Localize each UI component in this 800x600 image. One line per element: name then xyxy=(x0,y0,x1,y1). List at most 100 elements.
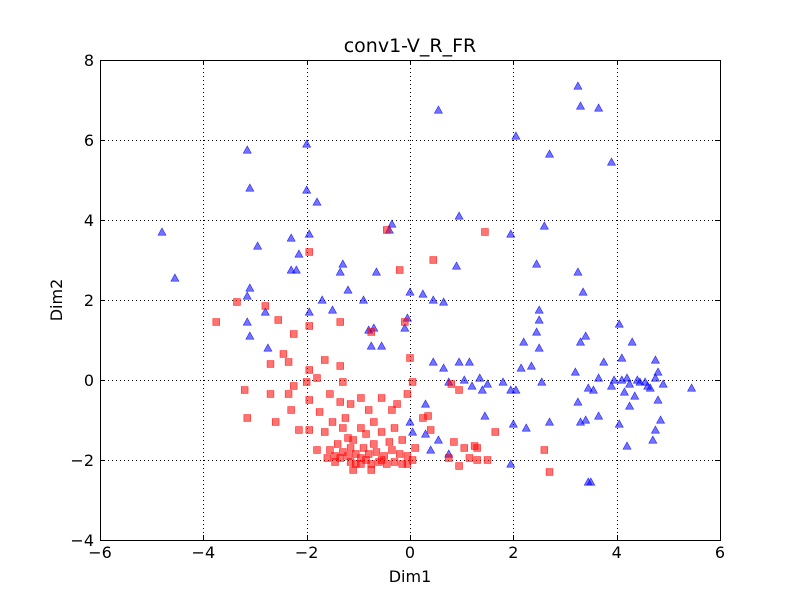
triangle-point xyxy=(575,417,586,426)
triangle-point xyxy=(625,401,635,410)
square-point xyxy=(240,386,249,394)
y-axis-label: Dim2 xyxy=(47,279,66,322)
x-tick-label: −6 xyxy=(88,543,112,562)
triangle-point xyxy=(428,357,438,366)
square-point xyxy=(491,428,499,436)
triangle-point xyxy=(687,383,697,392)
square-point xyxy=(287,406,295,414)
y-tick-label: 8 xyxy=(84,51,94,70)
triangle-point xyxy=(622,373,632,382)
triangle-point xyxy=(648,435,658,444)
square-point xyxy=(357,394,365,402)
square-point xyxy=(540,446,549,454)
square-point xyxy=(352,450,360,458)
triangle-point xyxy=(439,297,449,306)
x-tick-label: 6 xyxy=(715,543,725,562)
square-point xyxy=(326,390,334,398)
triangle-point xyxy=(459,375,469,384)
triangle-point xyxy=(581,331,591,340)
triangle-point xyxy=(377,341,387,350)
triangle-point xyxy=(366,341,376,350)
triangle-point xyxy=(317,295,327,304)
triangle-point xyxy=(653,395,663,404)
square-point xyxy=(403,452,412,460)
triangle-point xyxy=(599,357,609,366)
square-point xyxy=(424,412,432,420)
triangle-point xyxy=(594,373,604,382)
triangle-point xyxy=(594,411,604,420)
x-tick-label: 4 xyxy=(612,543,622,562)
triangle-point xyxy=(506,459,516,468)
triangle-point xyxy=(511,385,521,394)
triangle-point xyxy=(302,185,312,194)
square-point xyxy=(426,426,435,434)
triangle-point xyxy=(581,415,591,424)
square-point xyxy=(271,418,280,426)
square-point xyxy=(341,414,350,422)
triangle-point xyxy=(625,379,635,388)
triangle-point xyxy=(170,273,180,282)
triangle-point xyxy=(656,415,666,424)
triangle-point xyxy=(327,305,338,314)
square-point xyxy=(383,460,391,468)
square-point xyxy=(377,428,386,436)
square-point xyxy=(321,428,329,436)
triangle-point xyxy=(544,149,555,158)
square-point xyxy=(455,386,463,394)
square-point xyxy=(346,400,355,408)
square-point xyxy=(447,380,456,388)
x-tick-label: −4 xyxy=(192,543,216,562)
square-point xyxy=(377,394,386,402)
triangle-point xyxy=(526,361,536,370)
triangle-point xyxy=(609,375,619,384)
square-point xyxy=(339,378,347,386)
square-point xyxy=(473,444,481,452)
square-point xyxy=(408,456,417,464)
square-point xyxy=(349,466,357,474)
square-point xyxy=(315,408,324,416)
square-point xyxy=(364,406,373,414)
square-point xyxy=(284,390,293,398)
square-point xyxy=(336,362,344,370)
triangle-point xyxy=(480,411,490,420)
triangle-point xyxy=(534,305,544,314)
y-tick-label: −4 xyxy=(70,531,94,550)
square-point xyxy=(336,398,344,406)
square-point xyxy=(483,456,492,464)
triangle-point xyxy=(263,343,273,352)
triangle-point xyxy=(614,319,624,328)
triangle-point xyxy=(498,377,508,386)
square-point xyxy=(295,426,303,434)
square-point xyxy=(305,366,313,374)
triangle-point xyxy=(245,283,255,292)
triangle-point xyxy=(433,105,443,114)
square-point xyxy=(331,458,339,466)
triangle-point xyxy=(400,323,410,332)
triangle-point xyxy=(653,367,663,376)
triangle-point xyxy=(630,391,640,400)
triangle-point xyxy=(335,267,345,276)
x-axis-label: Dim1 xyxy=(389,567,432,586)
triangle-point xyxy=(539,221,549,230)
square-point xyxy=(403,390,412,398)
triangle-point xyxy=(583,383,593,392)
square-point xyxy=(233,298,241,306)
triangle-point xyxy=(242,291,252,300)
triangle-point xyxy=(405,287,415,296)
triangle-point xyxy=(511,131,521,140)
triangle-point xyxy=(578,287,588,296)
y-tick-label: −2 xyxy=(70,451,94,470)
triangle-point xyxy=(428,295,438,304)
square-point xyxy=(545,468,554,476)
triangle-point xyxy=(614,419,624,428)
square-point xyxy=(290,330,298,338)
triangle-point xyxy=(371,267,381,276)
triangle-point xyxy=(304,229,314,238)
triangle-point xyxy=(627,337,637,346)
triangle-point xyxy=(433,435,443,444)
y-tick-label: 4 xyxy=(84,211,94,230)
triangle-point xyxy=(619,387,629,396)
triangle-point xyxy=(242,145,252,154)
triangle-point xyxy=(439,363,449,372)
triangle-point xyxy=(650,425,660,434)
